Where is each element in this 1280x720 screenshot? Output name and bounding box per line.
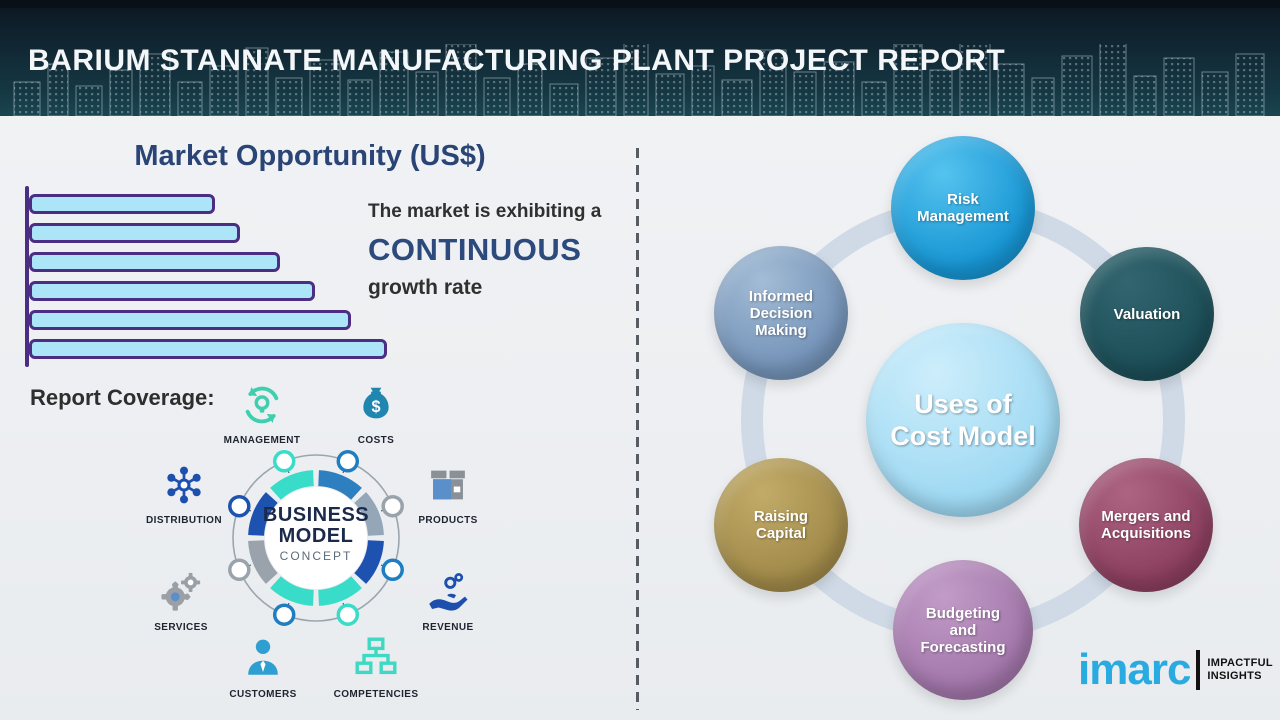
report-coverage-heading: Report Coverage: <box>30 385 215 410</box>
cost-model-item-informed-decision-making: Informed Decision Making <box>714 246 848 380</box>
coverage-item-competencies: COMPETENCIES <box>328 634 424 700</box>
center-line2: Cost Model <box>890 421 1036 451</box>
growth-line-1: The market is exhibiting a <box>368 201 602 222</box>
coverage-item-label: REVENUE <box>422 622 474 633</box>
circle-label: Budgeting and Forecasting <box>920 604 1006 656</box>
circle-label: Risk Management <box>917 191 1009 225</box>
coverage-item-services: SERVICES <box>133 569 229 633</box>
cost-model-item-mergers-acquisitions: Mergers and Acquisitions <box>1079 458 1213 592</box>
business-model-center-label: BUSINESS MODEL CONCEPT <box>246 505 386 563</box>
growth-text-block: The market is exhibiting a CONTINUOUS gr… <box>368 201 636 300</box>
header-banner: BARIUM STANNATE MANUFACTURING PLANT PROJ… <box>0 0 1280 116</box>
coverage-item-revenue: REVENUE <box>400 569 496 633</box>
person-icon <box>248 639 278 675</box>
imarc-logo: imarc IMPACTFUL INSIGHTS <box>1078 648 1273 692</box>
coverage-item-label: COSTS <box>357 435 395 446</box>
top-strip <box>0 0 1280 8</box>
cost-model-item-budgeting-forecasting: Budgeting and Forecasting <box>893 560 1033 700</box>
cost-model-item-raising-capital: Raising Capital <box>714 458 848 592</box>
business-model-ring-diagram <box>228 450 404 626</box>
business-model-line3: CONCEPT <box>279 549 353 563</box>
circle-label: Mergers and Acquisitions <box>1100 508 1191 542</box>
circle-label: Informed Decision Making <box>748 287 814 339</box>
growth-line-3: growth rate <box>368 276 483 299</box>
bar <box>29 252 280 272</box>
bar <box>29 339 387 359</box>
circle-label: Valuation <box>1113 305 1181 323</box>
coverage-item-management: MANAGEMENT <box>214 382 310 446</box>
logo-tagline-1: IMPACTFUL <box>1207 656 1273 669</box>
product-box-icon <box>431 470 465 500</box>
cost-model-item-risk-management: Risk Management <box>891 136 1035 280</box>
coverage-item-label: DISTRIBUTION <box>146 515 222 526</box>
vertical-dashed-divider <box>636 148 639 710</box>
coverage-item-products: PRODUCTS <box>400 462 496 526</box>
coverage-item-label: MANAGEMENT <box>223 435 301 446</box>
coverage-item-customers: CUSTOMERS <box>215 634 311 700</box>
svg-text:$: $ <box>371 398 380 416</box>
page-title: BARIUM STANNATE MANUFACTURING PLANT PROJ… <box>28 44 1006 77</box>
business-model-line1: BUSINESS <box>262 504 370 526</box>
bar <box>29 310 351 330</box>
cost-model-center-label: Uses of Cost Model <box>876 388 1050 453</box>
bar <box>29 194 215 214</box>
logo-divider-bar <box>1196 650 1201 690</box>
money-bag-icon: $ <box>363 387 389 419</box>
bar <box>29 223 240 243</box>
bar-chart-bars <box>29 194 387 368</box>
center-line1: Uses of <box>914 388 1012 419</box>
imarc-brand-text: imarc <box>1078 645 1191 694</box>
bar <box>29 281 315 301</box>
circle-label: Raising Capital <box>753 508 809 542</box>
market-opportunity-heading: Market Opportunity (US$) <box>134 140 486 172</box>
logo-tagline-2: INSIGHTS <box>1207 670 1262 682</box>
network-hub-icon <box>167 466 201 504</box>
coverage-item-label: CUSTOMERS <box>229 689 297 700</box>
growth-line-2: CONTINUOUS <box>368 232 582 267</box>
hand-coins-icon <box>429 573 468 611</box>
coverage-item-label: SERVICES <box>154 622 208 633</box>
gears-icon <box>161 572 201 611</box>
bar-chart-axis <box>25 186 29 367</box>
management-cycle-icon <box>245 386 279 424</box>
cost-model-center-circle: Uses of Cost Model <box>866 323 1060 517</box>
coverage-item-label: PRODUCTS <box>418 515 478 526</box>
coverage-item-label: COMPETENCIES <box>333 689 419 700</box>
coverage-item-distribution: DISTRIBUTION <box>136 462 232 526</box>
cost-model-item-valuation: Valuation <box>1080 247 1214 381</box>
org-chart-icon <box>355 637 397 675</box>
coverage-item-costs: $ COSTS <box>328 382 424 446</box>
city-skyline-graphic <box>13 44 1265 116</box>
business-model-line2: MODEL <box>278 525 354 547</box>
